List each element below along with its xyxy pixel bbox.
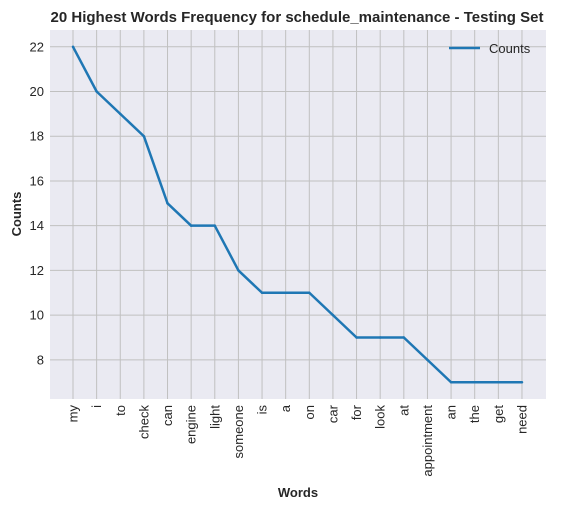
data-point xyxy=(497,380,500,384)
y-tick-label: 14 xyxy=(30,218,44,233)
data-point xyxy=(473,380,476,384)
data-point xyxy=(284,291,287,295)
data-point xyxy=(260,291,264,295)
y-tick-label: 20 xyxy=(30,84,44,99)
y-tick-label: 18 xyxy=(30,129,44,144)
legend: Counts xyxy=(449,41,531,56)
plot-area xyxy=(50,30,546,399)
y-tick-label: 12 xyxy=(30,263,44,278)
x-tick-label: an xyxy=(444,405,459,419)
x-tick-label: car xyxy=(325,404,340,423)
data-point xyxy=(402,336,406,339)
x-axis-ticks: my i to check can engine light someone is a on car f… xyxy=(66,404,530,476)
x-tick-label: on xyxy=(302,405,317,419)
data-point xyxy=(189,224,193,227)
x-tick-label: my xyxy=(66,405,81,423)
x-tick-label: get xyxy=(491,405,506,423)
data-point xyxy=(237,269,240,272)
x-tick-label: the xyxy=(467,405,482,423)
x-tick-label: check xyxy=(136,405,151,439)
series-layer xyxy=(71,45,524,384)
y-axis-ticks: 8 10 12 14 16 18 20 22 xyxy=(30,39,44,367)
data-point xyxy=(119,112,122,116)
data-point xyxy=(71,45,75,49)
data-point xyxy=(95,90,98,93)
x-tick-label: need xyxy=(514,405,529,434)
data-point xyxy=(355,336,358,339)
x-tick-label: light xyxy=(207,405,222,429)
data-point xyxy=(426,358,429,362)
x-tick-label: at xyxy=(396,405,411,416)
data-point xyxy=(308,291,311,295)
y-tick-label: 16 xyxy=(30,173,44,188)
x-tick-label: to xyxy=(113,405,128,416)
y-tick-label: 22 xyxy=(30,39,44,54)
series-line-counts xyxy=(71,46,522,384)
x-tick-label: i xyxy=(89,405,104,408)
x-tick-label: someone xyxy=(231,405,246,458)
data-point xyxy=(378,336,382,339)
y-axis-label: Counts xyxy=(9,192,24,237)
y-tick-label: 10 xyxy=(30,308,44,323)
x-axis-label: Words xyxy=(278,485,318,500)
y-tick-label: 8 xyxy=(37,352,44,367)
data-point xyxy=(449,380,453,384)
x-tick-label: appointment xyxy=(420,405,435,477)
data-point xyxy=(166,202,169,205)
x-tick-label: a xyxy=(278,404,293,412)
x-tick-label: can xyxy=(160,405,175,426)
x-tick-label: for xyxy=(349,404,364,420)
legend-label-counts: Counts xyxy=(489,41,531,56)
data-point xyxy=(142,134,146,138)
x-tick-label: engine xyxy=(184,405,199,444)
x-tick-label: is xyxy=(255,405,270,415)
data-point xyxy=(520,380,524,384)
data-point xyxy=(331,313,335,317)
data-point xyxy=(213,224,217,227)
chart-title: 20 Highest Words Frequency for schedule_… xyxy=(51,9,544,26)
x-tick-label: look xyxy=(373,405,388,429)
